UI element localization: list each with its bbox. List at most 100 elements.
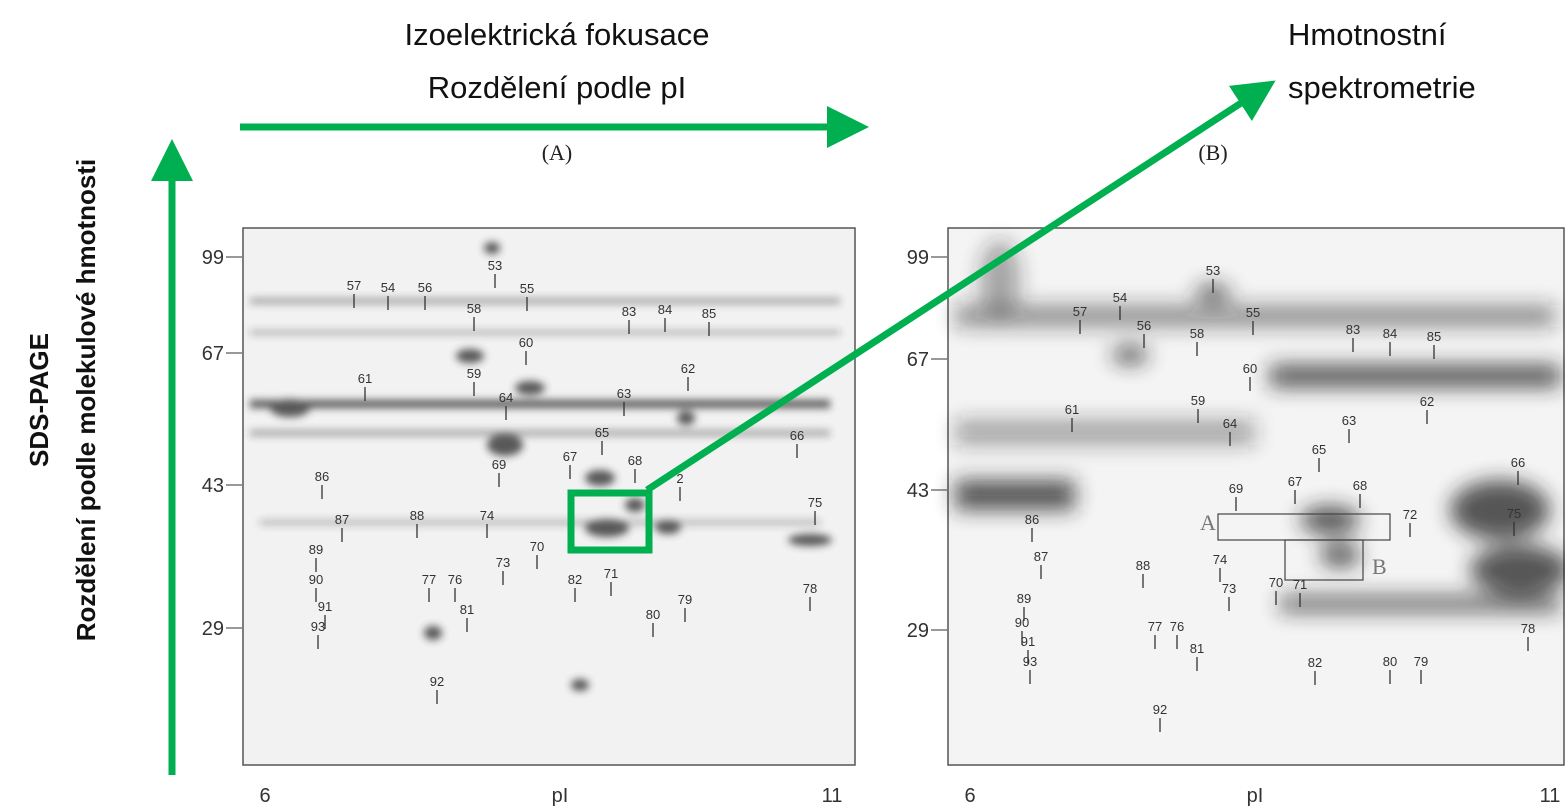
spot-label: 58 (1190, 326, 1204, 341)
spot-label: 76 (448, 572, 462, 587)
spot-label: 92 (1153, 702, 1167, 717)
spot-label: 63 (617, 386, 631, 401)
spot-label: 76 (1170, 619, 1184, 634)
spot-label: 73 (1222, 581, 1236, 596)
figure: Izoelektrická fokusace Rozdělení podle p… (0, 0, 1565, 812)
spot-label: 73 (496, 555, 510, 570)
spot-label: 68 (628, 453, 642, 468)
spot-label: 84 (658, 302, 672, 317)
x-tick-label: 11 (1540, 785, 1561, 807)
spot-label: 86 (315, 469, 329, 484)
sds-subtitle: Rozdělení podle molekulové hmotnosti (71, 159, 101, 642)
spot-label: 92 (430, 674, 444, 689)
spot-label: 85 (702, 306, 716, 321)
x-tick-label: pI (552, 785, 569, 807)
spot-label: 93 (1023, 654, 1037, 669)
spot-label: 77 (1148, 619, 1162, 634)
box-label: B (1372, 554, 1387, 579)
spot-label: 57 (347, 278, 361, 293)
spot-label: 74 (480, 508, 494, 523)
y-tick-label: 43 (202, 475, 224, 497)
spot-label: 91 (1021, 634, 1035, 649)
spot-label: 89 (1017, 591, 1031, 606)
spot-label: 77 (422, 572, 436, 587)
y-tick-label: 29 (907, 620, 929, 642)
x-tick-label: 6 (964, 785, 975, 807)
spot-label: 65 (595, 425, 609, 440)
spot-label: 81 (1190, 641, 1204, 656)
spot-label: 66 (1511, 455, 1525, 470)
box-label: A (1200, 510, 1216, 535)
spot-label: 69 (1229, 481, 1243, 496)
spot-label: 65 (1312, 442, 1326, 457)
spot-label: 90 (1015, 615, 1029, 630)
spot-label: 79 (678, 592, 692, 607)
spot-label: 68 (1353, 478, 1367, 493)
y-tick-label: 29 (202, 618, 224, 640)
spot-label: 74 (1213, 552, 1227, 567)
spot-label: 55 (1246, 305, 1260, 320)
spot-label: 80 (1383, 654, 1397, 669)
spot-label: 75 (808, 495, 822, 510)
y-tick-label: 43 (907, 480, 929, 502)
spot-label: 60 (519, 335, 533, 350)
spot-label: 87 (335, 512, 349, 527)
spot-label: 84 (1383, 326, 1397, 341)
spot-label: 2 (676, 471, 683, 486)
spot-label: 64 (499, 390, 513, 405)
spot-label: 56 (418, 280, 432, 295)
spot-label: 62 (681, 361, 695, 376)
panel-label: (B) (1198, 140, 1227, 165)
spot-label: 79 (1414, 654, 1428, 669)
spot-label: 63 (1342, 413, 1356, 428)
spot-label: 90 (309, 572, 323, 587)
spot-label: 71 (1293, 577, 1307, 592)
spot-label: 85 (1427, 329, 1441, 344)
spot-label: 81 (460, 602, 474, 617)
spot-label: 87 (1034, 549, 1048, 564)
spot-label: 58 (467, 301, 481, 316)
spot-label: 83 (622, 304, 636, 319)
spot-label: 89 (309, 542, 323, 557)
spot-label: 83 (1346, 322, 1360, 337)
sds-title: SDS-PAGE (24, 333, 54, 467)
ms-title-2: spektrometrie (1288, 70, 1476, 105)
spot-label: 61 (1065, 402, 1079, 417)
x-tick-label: 11 (822, 785, 843, 807)
spot-label: 54 (1113, 290, 1127, 305)
spot-label: 60 (1243, 361, 1257, 376)
gel-a (243, 228, 855, 765)
spot-label: 82 (1308, 655, 1322, 670)
spot-label: 88 (410, 508, 424, 523)
x-tick-label: 6 (259, 785, 270, 807)
spot-label: 67 (1288, 474, 1302, 489)
panel-label: (A) (542, 140, 573, 165)
spot-label: 72 (1403, 507, 1417, 522)
spot-label: 69 (492, 457, 506, 472)
spot-label: 59 (467, 366, 481, 381)
spot-label: 53 (488, 258, 502, 273)
ief-title: Izoelektrická fokusace (405, 17, 710, 52)
spot-label: 70 (530, 539, 544, 554)
spot-label: 86 (1025, 512, 1039, 527)
spot-label: 53 (1206, 263, 1220, 278)
spot-label: 93 (311, 619, 325, 634)
y-tick-label: 99 (202, 247, 224, 269)
ms-title: Hmotnostní (1288, 17, 1447, 52)
spot-label: 54 (381, 280, 395, 295)
spot-label: 61 (358, 371, 372, 386)
spot-label: 78 (1521, 621, 1535, 636)
spot-label: 62 (1420, 394, 1434, 409)
spot-label: 57 (1073, 304, 1087, 319)
x-tick-label: pI (1247, 785, 1264, 807)
spot-label: 59 (1191, 393, 1205, 408)
spot-label: 70 (1269, 575, 1283, 590)
spot-label: 66 (790, 428, 804, 443)
spot-label: 78 (803, 581, 817, 596)
spot-label: 55 (520, 281, 534, 296)
y-tick-label: 99 (907, 247, 929, 269)
spot-label: 75 (1507, 506, 1521, 521)
spot-label: 71 (604, 566, 618, 581)
y-tick-label: 67 (907, 349, 929, 371)
spot-label: 67 (563, 449, 577, 464)
